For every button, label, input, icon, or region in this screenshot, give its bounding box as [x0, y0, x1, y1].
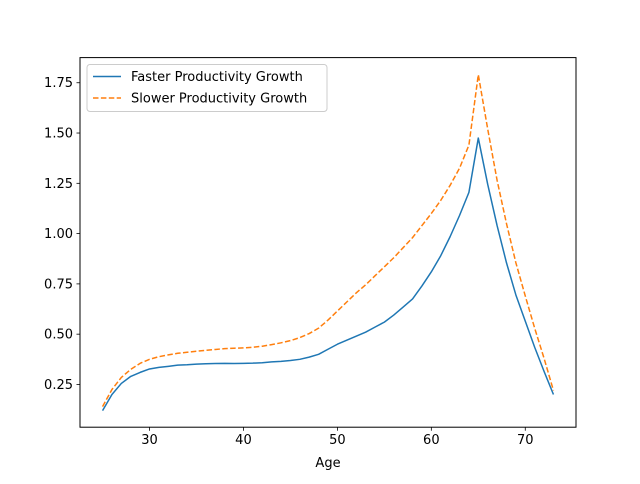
- legend-label-1: Faster Productivity Growth: [131, 70, 303, 85]
- x-tick-label: 30: [141, 433, 158, 448]
- legend-box: [86, 64, 328, 112]
- x-axis-ticks: 30 40 50 60 70: [141, 427, 534, 448]
- y-tick-label: 0.75: [44, 277, 73, 292]
- x-axis-label: Age: [315, 456, 340, 471]
- y-axis-ticks: 0.25 0.50 0.75 1.00 1.25 1.50 1.75: [44, 76, 80, 393]
- y-tick-label: 1.25: [44, 177, 73, 192]
- y-tick-label: 1.50: [44, 127, 73, 142]
- series-line-1: [101, 137, 555, 411]
- x-tick-label: 40: [235, 433, 252, 448]
- series-line-2: [101, 73, 555, 407]
- y-tick-label: 1.75: [44, 76, 73, 91]
- x-tick-label: 50: [329, 433, 346, 448]
- y-tick-label: 0.50: [44, 328, 73, 343]
- legend-label-2: Slower Productivity Growth: [131, 92, 307, 107]
- plot-area-frame: [79, 57, 577, 428]
- x-tick-label: 60: [423, 433, 440, 448]
- series-layer: [101, 73, 555, 411]
- y-tick-label: 0.25: [44, 378, 73, 393]
- legend: Faster Productivity Growth Slower Product…: [86, 64, 328, 112]
- x-tick-label: 70: [517, 433, 534, 448]
- y-tick-label: 1.00: [44, 227, 73, 242]
